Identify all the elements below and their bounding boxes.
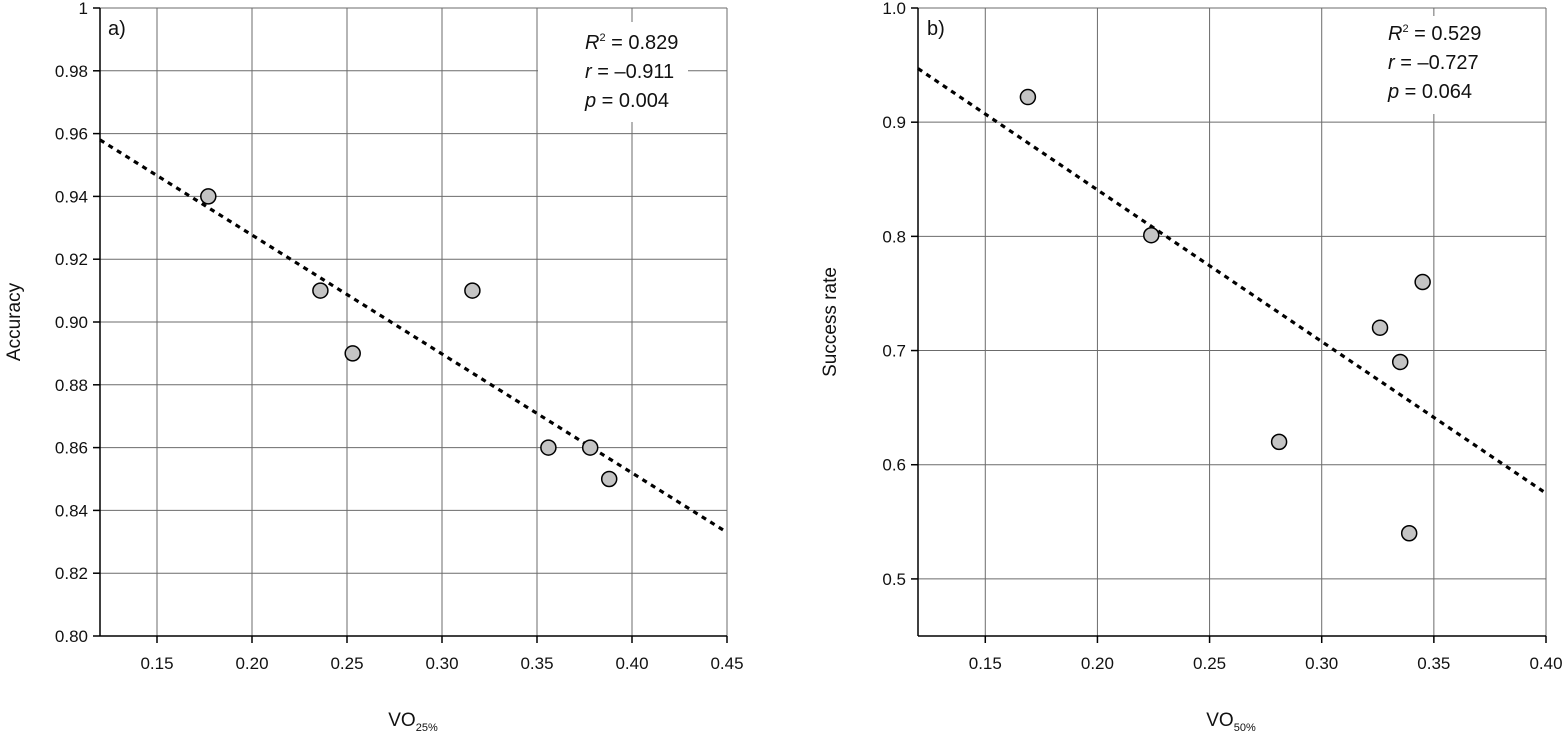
y-axis-title: Accuracy — [4, 282, 25, 361]
data-point — [200, 188, 217, 205]
data-points — [200, 188, 618, 488]
y-tick-label: 1.0 — [882, 0, 906, 18]
axes — [93, 7, 728, 643]
stat-p-symbol: p — [1387, 81, 1399, 103]
x-axis-title-main: VO — [1206, 710, 1233, 731]
trendline-group — [917, 67, 1547, 495]
data-point — [312, 282, 329, 299]
stats-box-background — [538, 22, 688, 122]
y-tick-label: 0.82 — [55, 564, 88, 583]
data-point — [1414, 273, 1431, 291]
y-tick-label: 0.90 — [55, 313, 88, 332]
trendline — [99, 138, 728, 534]
x-tick-label: 0.35 — [1417, 654, 1450, 673]
panel-label: a) — [108, 18, 126, 40]
stat-p: p = 0.064 — [1387, 81, 1472, 103]
stat-r2-symbol: R — [1388, 23, 1402, 45]
data-point — [1400, 524, 1418, 542]
panel-label-background — [102, 10, 140, 40]
x-tick-label: 0.40 — [1529, 654, 1562, 673]
data-point — [1143, 226, 1160, 244]
y-tick-label: 0.88 — [55, 376, 88, 395]
x-tick-label: 0.20 — [235, 654, 268, 673]
stat-r-value: = –0.727 — [1395, 52, 1479, 74]
x-tick-label: 0.30 — [425, 654, 458, 673]
y-tick-label: 0.9 — [882, 113, 906, 132]
x-tick-label: 0.40 — [615, 654, 648, 673]
x-tick-label: 0.20 — [1081, 654, 1114, 673]
x-tick-label: 0.15 — [969, 654, 1002, 673]
tick-labels: 0.15 0.20 0.25 0.30 0.35 0.40 0.5 0.6 0.7 0.8 0.9 1… — [882, 0, 1562, 673]
y-tick-label: 0.7 — [882, 342, 906, 361]
y-tick-label: 0.80 — [55, 627, 88, 646]
x-axis-title-subscript: 25% — [416, 722, 438, 734]
x-axis-title-main: VO — [388, 710, 415, 731]
x-axis-title: VO25% — [388, 710, 438, 734]
grid-lines — [918, 7, 1547, 636]
y-tick-label: 0.86 — [55, 439, 88, 458]
panel-label: b) — [927, 18, 945, 40]
stats-box-background — [1372, 16, 1474, 114]
y-tick-label: 0.8 — [882, 227, 906, 246]
data-point — [540, 439, 557, 456]
stat-p-value: = 0.064 — [1399, 81, 1472, 103]
stat-r2-value: = 0.829 — [606, 32, 679, 54]
trendline — [917, 67, 1547, 495]
data-point — [1391, 353, 1409, 371]
stat-p: p = 0.004 — [584, 90, 669, 112]
stat-r2-superscript: 2 — [599, 32, 605, 44]
x-tick-label: 0.25 — [1193, 654, 1226, 673]
data-point — [464, 282, 481, 299]
tick-labels: 0.15 0.20 0.25 0.30 0.35 0.40 0.45 0.80 0.82 0.84… — [55, 0, 744, 673]
data-point — [1371, 319, 1389, 336]
stat-r2-superscript: 2 — [1402, 23, 1408, 35]
x-axis-title-subscript: 50% — [1234, 722, 1256, 734]
panel-label-background — [921, 10, 959, 40]
x-tick-label: 0.15 — [140, 654, 173, 673]
trendline-group — [99, 138, 728, 534]
data-point — [581, 439, 599, 456]
axes — [911, 7, 1547, 643]
chart-panel-b: 0.15 0.20 0.25 0.30 0.35 0.40 0.5 0.6 0.7 0.8 0.9 1… — [820, 0, 1563, 734]
data-point — [344, 345, 361, 362]
stat-r2: R2 = 0.829 — [585, 32, 678, 54]
stat-p-value: = 0.004 — [596, 90, 669, 112]
y-tick-label: 0.94 — [55, 187, 88, 206]
stat-r2: R2 = 0.529 — [1388, 23, 1481, 45]
stat-r: r = –0.911 — [585, 61, 674, 83]
y-tick-label: 1 — [79, 0, 88, 18]
x-axis-title: VO50% — [1206, 710, 1256, 734]
x-tick-label: 0.45 — [710, 654, 743, 673]
y-tick-label: 0.92 — [55, 250, 88, 269]
x-tick-label: 0.30 — [1305, 654, 1338, 673]
y-tick-label: 0.84 — [55, 501, 88, 520]
stat-r-value: = –0.911 — [592, 61, 674, 83]
chart-panel-a: 0.15 0.20 0.25 0.30 0.35 0.40 0.45 0.80 0.82 0.84… — [4, 0, 744, 734]
stat-r-symbol: r — [585, 61, 593, 83]
stat-r: r = –0.727 — [1388, 52, 1479, 74]
data-point — [1270, 433, 1288, 451]
x-tick-label: 0.35 — [520, 654, 553, 673]
y-tick-label: 0.98 — [55, 62, 88, 81]
stat-r2-symbol: R — [585, 32, 599, 54]
y-tick-label: 0.96 — [55, 125, 88, 144]
stat-p-symbol: p — [584, 90, 596, 112]
stat-r2-value: = 0.529 — [1409, 23, 1482, 45]
y-axis-title: Success rate — [820, 267, 841, 377]
y-tick-label: 0.5 — [882, 570, 906, 589]
stat-r-symbol: r — [1388, 52, 1396, 74]
data-point — [600, 470, 618, 488]
y-tick-label: 0.6 — [882, 456, 906, 475]
data-points — [1019, 88, 1431, 542]
x-tick-label: 0.25 — [330, 654, 363, 673]
data-point — [1019, 88, 1037, 106]
